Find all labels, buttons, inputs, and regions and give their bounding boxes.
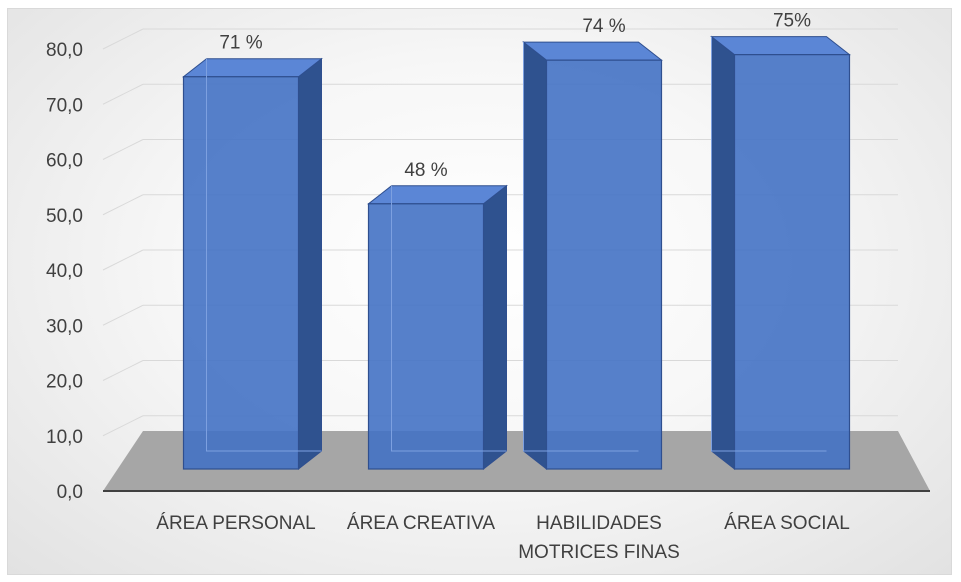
bar-top <box>367 185 508 205</box>
bar-side <box>483 184 507 471</box>
bar-inner-edge <box>523 42 639 452</box>
bar-side <box>711 35 735 471</box>
data-label: 48 % <box>404 160 447 181</box>
bar <box>182 57 323 471</box>
y-tick-label: 60,0 <box>46 151 83 172</box>
category-label: ÁREA CREATIVA <box>347 513 495 534</box>
bar-top <box>710 36 851 56</box>
bar-front <box>545 59 663 470</box>
perspective-line <box>102 194 144 216</box>
perspective-line <box>102 249 144 271</box>
data-label: 71 % <box>219 33 262 54</box>
chart-frame: 0,0 10,0 20,0 30,0 40,0 50,0 60,0 70,0 80,0 71 %… <box>7 8 952 575</box>
axes: 0,0 10,0 20,0 30,0 40,0 50,0 60,0 70,0 80,0 <box>46 40 930 503</box>
y-tick-label: 40,0 <box>46 261 83 282</box>
bar-inner-edge <box>206 58 322 452</box>
bar-side <box>298 57 322 471</box>
perspective-line <box>102 139 144 160</box>
perspective-line <box>102 28 144 50</box>
y-tick-label: 10,0 <box>46 427 83 448</box>
y-tick-label: 80,0 <box>46 40 83 61</box>
bar-chart: 0,0 10,0 20,0 30,0 40,0 50,0 60,0 70,0 80,0 71 %… <box>46 11 930 563</box>
bar-top <box>182 58 323 78</box>
category-label: MOTRICES FINAS <box>518 542 680 563</box>
data-label: 74 % <box>582 16 625 37</box>
y-tick-label: 0,0 <box>57 482 83 503</box>
bar-inner-edge <box>391 185 507 452</box>
labels: 71 % ÁREA PERSONAL 48 % ÁREA CREATIVA 74 % HA… <box>156 11 850 563</box>
perspective-line <box>102 83 144 105</box>
bar-inner-edge <box>711 36 827 452</box>
bar-front <box>733 54 851 470</box>
y-tick-label: 70,0 <box>46 95 83 116</box>
perspective-line <box>102 304 144 326</box>
data-label: 75% <box>773 11 811 32</box>
category-label: ÁREA PERSONAL <box>156 513 315 534</box>
bar <box>710 35 851 471</box>
bar <box>522 41 663 471</box>
bar <box>367 184 508 471</box>
perspective-line <box>102 415 144 437</box>
bar-top <box>522 41 663 61</box>
perspective-line <box>102 360 144 381</box>
bar-front <box>182 76 300 470</box>
y-tick-label: 20,0 <box>46 372 83 393</box>
y-tick-label: 30,0 <box>46 316 83 337</box>
y-tick-label: 50,0 <box>46 206 83 227</box>
bar-front <box>367 203 485 470</box>
bar-side <box>523 41 547 471</box>
category-label: HABILIDADES <box>536 513 662 534</box>
bars <box>182 35 851 471</box>
category-label: ÁREA SOCIAL <box>724 513 850 534</box>
